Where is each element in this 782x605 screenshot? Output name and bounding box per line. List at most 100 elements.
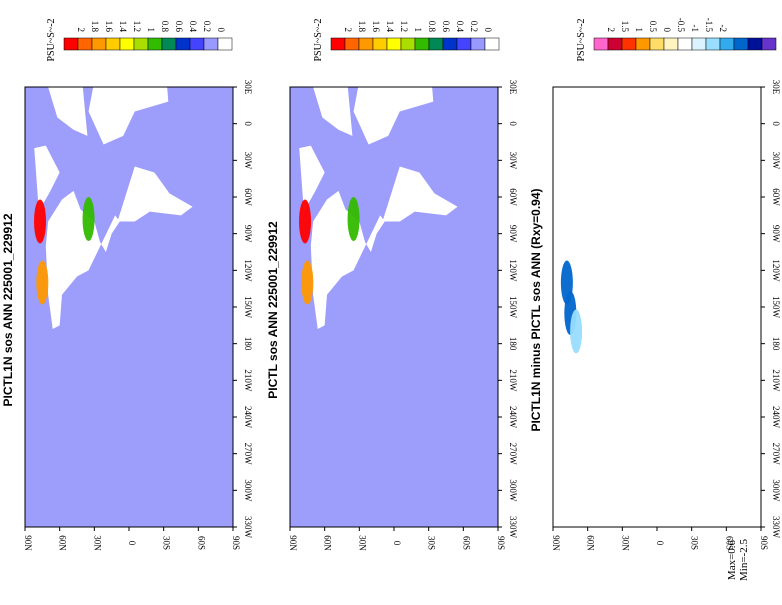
hotspot <box>82 197 95 241</box>
lat-tick-label: 90N <box>551 535 561 551</box>
legend-swatch <box>621 37 637 51</box>
lon-tick-label: 90W <box>771 225 781 243</box>
lon-tick-label: 30W <box>243 152 253 170</box>
legend-swatch <box>663 37 679 51</box>
legend-label: 2 <box>606 28 616 33</box>
hotspot <box>570 309 583 354</box>
lon-tick-label: 0 <box>771 121 781 126</box>
lon-tick-label: 0 <box>508 121 518 126</box>
lat-tick-label: 60N <box>58 535 68 551</box>
legend-label: 1.6 <box>371 21 381 33</box>
legend-swatch <box>635 37 651 51</box>
max-label: Max=0.6 <box>726 539 738 580</box>
legend-label: -1.5 <box>704 18 714 33</box>
panels: 30E 0 30W 60W 90W 120W 150W 180 210W 240W 270W 300W… <box>1 18 781 581</box>
map-panel: 30E 0 30W 60W 90W 120W 150W 180 210W 240W 270W 300W… <box>1 18 253 551</box>
lon-tick-label: 150W <box>771 296 781 319</box>
legend-swatch <box>691 37 707 51</box>
legend-swatch <box>372 37 388 51</box>
legend-swatch <box>77 37 93 51</box>
lat-tick-label: 60N <box>323 535 333 551</box>
lon-tick-label: 120W <box>771 259 781 282</box>
lon-tick-label: 270W <box>508 443 518 466</box>
legend-swatch <box>719 37 735 51</box>
legend-swatch <box>91 37 107 51</box>
legend-swatch <box>344 37 360 51</box>
legend-swatch <box>414 37 430 51</box>
lon-tick-label: 240W <box>243 406 253 429</box>
legend-swatch <box>147 37 163 51</box>
land-mass <box>645 166 721 222</box>
land-mass <box>45 190 120 329</box>
lon-tick-label: 90W <box>243 225 253 243</box>
legend-label: 2 <box>343 28 353 33</box>
panel-title: PICTL sos ANN 225001_229912 <box>266 221 280 399</box>
panel-title: PICTL1N sos ANN 225001_229912 <box>1 213 15 406</box>
lon-tick-label: 300W <box>508 479 518 502</box>
legend-label: 0.8 <box>160 21 170 33</box>
hotspot <box>301 260 314 305</box>
legend-swatch <box>705 37 721 51</box>
lat-tick-label: 0 <box>127 541 137 546</box>
legend-swatch <box>63 37 79 51</box>
legend-label: 1.4 <box>118 21 128 33</box>
lon-tick-label: 240W <box>771 406 781 429</box>
land-mass <box>34 145 60 212</box>
legend-swatch <box>133 37 149 51</box>
lat-tick-label: 60S <box>724 536 734 550</box>
map-panel: 30E 0 30W 60W 90W 120W 150W 180 210W 240W 270W 300W… <box>529 18 781 581</box>
units-label: PSU~S~-2 <box>46 18 57 61</box>
lon-tick-label: 270W <box>771 443 781 466</box>
legend-label: 0.5 <box>648 21 658 33</box>
lon-tick-label: 180 <box>508 337 518 351</box>
lon-tick-label: 210W <box>508 369 518 392</box>
legend-label: 1 <box>146 28 156 33</box>
lon-tick-label: 210W <box>771 369 781 392</box>
land-mass <box>310 190 385 329</box>
lat-tick-label: 60N <box>586 535 596 551</box>
legend-swatch <box>607 37 623 51</box>
lat-tick-label: 30S <box>162 536 172 550</box>
legend-label: 1.4 <box>385 21 395 33</box>
lon-tick-label: 180 <box>771 337 781 351</box>
legend-label: 0.6 <box>441 21 451 33</box>
min-label: Min=-2.5 <box>738 539 750 581</box>
legend: 2 1.8 1.6 1.4 1.2 1 0.8 0.6 0.4 0.2 0 PSU~S~-2 <box>46 18 233 62</box>
legend-label: 0 <box>216 28 226 33</box>
lat-tick-label: 30N <box>92 535 102 551</box>
lat-tick-label: 90S <box>496 536 506 550</box>
lon-tick-label: 120W <box>243 259 253 282</box>
lon-tick-label: 210W <box>243 369 253 392</box>
legend-label: 0.4 <box>188 21 198 33</box>
land-mass <box>616 87 697 145</box>
legend-swatch <box>747 37 763 51</box>
lon-tick-label: 300W <box>771 479 781 502</box>
legend-label: 0.8 <box>427 21 437 33</box>
land-mass <box>88 87 169 145</box>
legend-swatch <box>119 37 135 51</box>
legend-swatch <box>217 37 233 51</box>
lon-tick-label: 0 <box>243 121 253 126</box>
legend-swatch <box>456 37 472 51</box>
legend-label: 0 <box>662 28 672 33</box>
legend-swatch <box>175 37 191 51</box>
hotspot <box>299 199 312 244</box>
lon-tick-label: 30E <box>243 80 253 95</box>
legend-label: 0.6 <box>174 21 184 33</box>
units-label: PSU~S~-2 <box>313 18 324 61</box>
legend-label: 1 <box>634 28 644 33</box>
lon-tick-label: 60W <box>771 188 781 206</box>
legend-swatch <box>358 37 374 51</box>
lat-tick-label: 0 <box>655 541 665 546</box>
legend-label: 1 <box>413 28 423 33</box>
legend-label: 1.8 <box>357 21 367 33</box>
units-label: PSU~S~-2 <box>576 18 587 61</box>
land-mass <box>299 145 325 212</box>
land-mass <box>353 87 434 145</box>
lon-tick-label: 270W <box>243 443 253 466</box>
legend-label: 1.8 <box>90 21 100 33</box>
legend-swatch <box>330 37 346 51</box>
land-mass <box>573 190 648 329</box>
legend: 2 1.8 1.6 1.4 1.2 1 0.8 0.6 0.4 0.2 0 PSU~S~-2 <box>313 18 500 62</box>
